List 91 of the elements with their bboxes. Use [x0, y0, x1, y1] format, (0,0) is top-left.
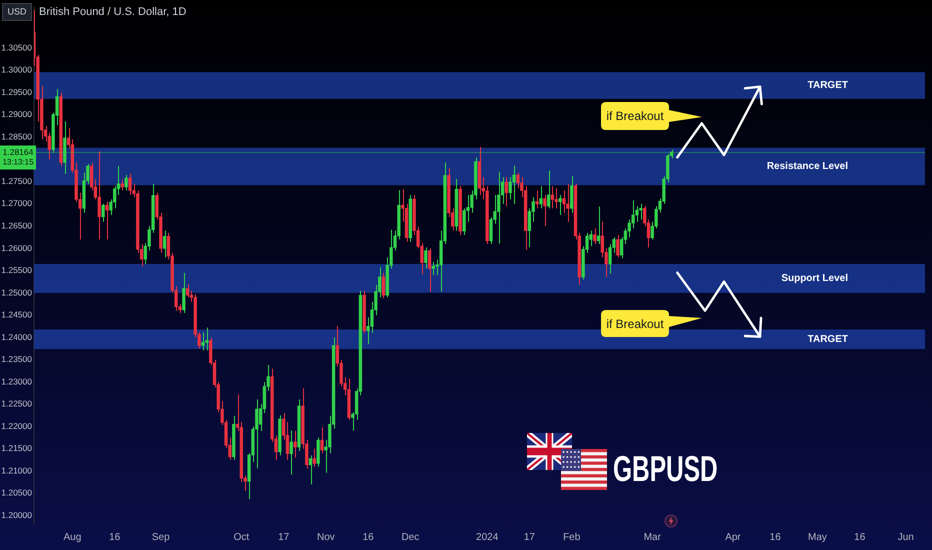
candlestick — [608, 243, 612, 274]
y-tick-label: 1.26500 — [1, 220, 32, 230]
y-tick-label: 1.23500 — [1, 354, 32, 364]
x-tick-label: 16 — [854, 532, 866, 543]
candlestick — [432, 261, 436, 276]
y-tick-label: 1.22500 — [1, 398, 32, 409]
candlestick — [570, 175, 574, 214]
band-label: Support Level — [781, 273, 848, 284]
x-tick-label: Jun — [898, 532, 914, 543]
candlestick — [290, 430, 293, 476]
candlestick — [186, 284, 190, 298]
candlestick — [320, 426, 324, 454]
candlestick — [497, 171, 500, 244]
annotation: if Breakout — [606, 316, 664, 330]
candlestick — [182, 272, 186, 314]
band-label: TARGET — [808, 80, 848, 92]
candlestick — [120, 178, 124, 192]
candlestick — [516, 172, 520, 189]
candlestick — [566, 183, 570, 222]
candlestick — [547, 170, 550, 209]
candlestick — [424, 247, 428, 269]
candlestick — [98, 150, 101, 240]
candlestick — [428, 248, 432, 292]
candlestick — [105, 201, 109, 240]
y-tick-label: 1.29000 — [1, 109, 32, 120]
x-tick-label: 17 — [524, 532, 536, 543]
y-tick-label: 1.23000 — [1, 376, 32, 386]
x-tick-label: Apr — [725, 532, 742, 543]
y-tick-label: 1.30000 — [1, 64, 32, 75]
y-tick-label: 1.30500 — [1, 42, 32, 52]
candlestick — [128, 173, 132, 196]
x-tick-label: Feb — [563, 532, 581, 543]
y-tick-label: 1.24000 — [1, 332, 32, 342]
band-label: Resistance Level — [766, 161, 848, 172]
text: 13:13:15 — [2, 158, 34, 167]
x-tick-label: 17 — [278, 532, 290, 543]
candlestick — [205, 327, 208, 351]
y-tick-label: 1.29500 — [1, 86, 32, 97]
candlestick — [512, 165, 516, 204]
y-tick-label: 1.21500 — [1, 443, 32, 454]
candlestick — [639, 203, 642, 220]
x-tick-label: 16 — [109, 532, 121, 543]
x-tick-label: Aug — [64, 532, 82, 543]
candlestick — [312, 448, 316, 468]
x-tick-label: Oct — [234, 532, 250, 543]
candlestick — [294, 430, 297, 458]
candlestick — [558, 194, 562, 216]
candlestick — [316, 437, 320, 468]
x-tick-label: Sep — [152, 532, 170, 543]
candlestick — [201, 332, 205, 351]
x-tick-label: May — [808, 532, 827, 543]
band-label: TARGET — [808, 334, 848, 345]
candlestick — [596, 206, 600, 244]
y-tick-label: 1.25000 — [1, 287, 32, 298]
x-tick-label: 16 — [362, 532, 374, 543]
annotation: if Breakout — [606, 109, 664, 123]
candlestick — [562, 190, 566, 214]
candlestick — [102, 203, 105, 222]
y-tick-label: 1.27000 — [1, 198, 32, 208]
candlestick — [124, 174, 128, 192]
x-tick-label: 16 — [770, 532, 782, 543]
ref-line-label: 1.28164 — [2, 146, 34, 157]
candlestick — [554, 188, 558, 209]
y-axis-title: USD — [7, 6, 27, 16]
y-tick-label: 1.21000 — [1, 465, 32, 476]
candlestick — [539, 186, 543, 209]
candlestick — [462, 208, 466, 236]
candlestick — [508, 176, 512, 200]
candlestick — [382, 272, 386, 299]
y-tick-label: 1.22000 — [1, 420, 32, 431]
y-tick-label: 1.20000 — [1, 510, 32, 520]
x-tick-label: 2024 — [476, 532, 499, 543]
x-tick-label: Nov — [316, 532, 335, 543]
y-tick-label: 1.24500 — [1, 310, 32, 320]
y-tick-label: 1.26000 — [1, 242, 32, 253]
candlestick — [543, 194, 546, 227]
candlestick — [593, 228, 596, 244]
candlestick — [308, 454, 312, 485]
chart-title: British Pound / U.S. Dollar, 1D — [39, 6, 186, 18]
y-tick-label: 1.25500 — [1, 265, 32, 276]
y-tick-label: 1.28500 — [1, 131, 32, 142]
candlestick — [550, 186, 554, 209]
x-tick-label: Mar — [644, 532, 662, 543]
annotation: GBPUSD — [613, 448, 718, 489]
y-tick-label: 1.27500 — [1, 176, 32, 186]
x-tick-label: Dec — [401, 532, 420, 543]
candlestick — [255, 398, 258, 469]
candlestick — [504, 176, 508, 207]
candlestick — [616, 234, 620, 258]
y-tick-label: 1.20500 — [1, 488, 32, 498]
candlestick — [162, 230, 166, 258]
